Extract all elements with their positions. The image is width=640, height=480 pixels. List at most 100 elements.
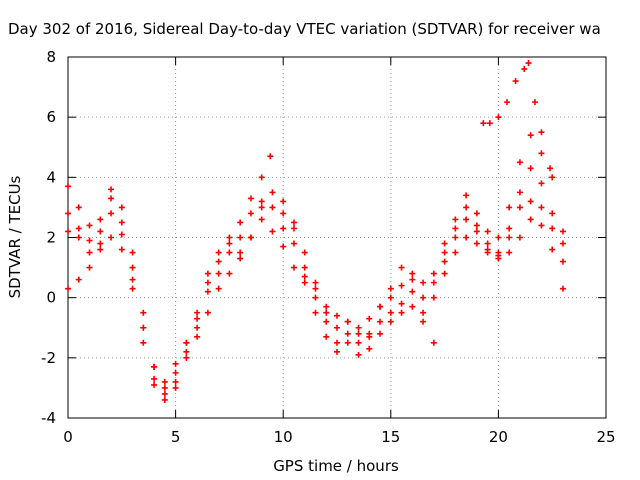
data-point [247, 210, 254, 217]
data-point [312, 285, 319, 292]
data-point [323, 318, 330, 325]
series-1 [65, 132, 566, 391]
data-point [441, 249, 448, 256]
data-point [538, 129, 545, 136]
data-point [549, 210, 556, 217]
data-point [237, 249, 244, 256]
y-tick-label: -2 [41, 349, 56, 367]
data-point [194, 309, 201, 316]
data-point [559, 285, 566, 292]
data-point [516, 189, 523, 196]
data-point [161, 378, 168, 385]
data-point [516, 204, 523, 211]
data-point [247, 195, 254, 202]
data-point [484, 228, 491, 235]
data-point [473, 222, 480, 229]
x-tick-label: 15 [381, 428, 400, 446]
data-point [366, 330, 373, 337]
data-point [452, 225, 459, 232]
data-point [527, 198, 534, 205]
data-point [549, 174, 556, 181]
data-point [506, 249, 513, 256]
data-point [420, 279, 427, 286]
data-point [559, 228, 566, 235]
data-point [140, 324, 147, 331]
data-point [108, 186, 115, 193]
data-point [75, 276, 82, 283]
data-point [441, 270, 448, 277]
data-point [409, 303, 416, 310]
data-point [473, 210, 480, 217]
data-point [65, 183, 71, 190]
data-point [86, 237, 93, 244]
data-point [204, 270, 211, 277]
data-point [334, 312, 340, 319]
data-point [323, 303, 330, 310]
data-point [140, 339, 147, 346]
data-point [377, 303, 384, 310]
data-point [118, 231, 125, 238]
data-point [290, 264, 297, 271]
data-point [183, 354, 190, 361]
data-point [183, 339, 190, 346]
data-point [161, 396, 168, 403]
data-point [290, 225, 297, 232]
data-point [312, 279, 319, 286]
data-point [387, 294, 394, 301]
data-point [172, 384, 179, 391]
y-tick-label: 2 [46, 229, 56, 247]
data-point [504, 99, 511, 106]
data-point [495, 234, 502, 241]
data-point [549, 246, 556, 253]
grid [68, 57, 606, 418]
data-point [301, 279, 308, 286]
data-point [463, 192, 470, 199]
data-point [430, 339, 437, 346]
series-3 [65, 198, 566, 403]
data-point [473, 228, 480, 235]
data-point [463, 204, 470, 211]
data-point [441, 240, 448, 247]
data-point [86, 264, 93, 271]
data-point [118, 204, 125, 211]
data-point [75, 234, 82, 241]
data-point [344, 318, 351, 325]
data-point [312, 294, 319, 301]
data-point [280, 243, 287, 250]
data-point [172, 378, 179, 385]
data-point [430, 279, 437, 286]
data-point [65, 210, 71, 217]
data-point [538, 150, 545, 157]
data-point [463, 216, 470, 223]
data-point [387, 318, 394, 325]
data-point [269, 228, 276, 235]
x-ticks: 0 5 10 15 20 25 [63, 57, 616, 446]
data-point [75, 204, 82, 211]
data-point [204, 288, 211, 295]
data-point [226, 270, 233, 277]
data-point [452, 249, 459, 256]
data-point [151, 381, 158, 388]
data-point [129, 276, 136, 283]
data-point [258, 198, 265, 205]
y-tick-label: -4 [41, 409, 56, 427]
x-tick-label: 5 [171, 428, 181, 446]
data-point [172, 369, 179, 376]
data-point [377, 318, 384, 325]
data-point [118, 246, 125, 253]
data-point [527, 165, 534, 172]
data-point [506, 204, 513, 211]
data-point [547, 165, 554, 172]
data-point [366, 315, 373, 322]
series-5 [480, 60, 554, 172]
data-point [484, 249, 491, 256]
data-point [323, 309, 330, 316]
data-point [215, 285, 222, 292]
data-point [151, 363, 158, 370]
series-4 [65, 204, 566, 385]
data-point [118, 219, 125, 226]
y-tick-label: 8 [46, 48, 56, 66]
data-point [280, 225, 287, 232]
data-point [377, 330, 384, 337]
data-point [204, 279, 211, 286]
